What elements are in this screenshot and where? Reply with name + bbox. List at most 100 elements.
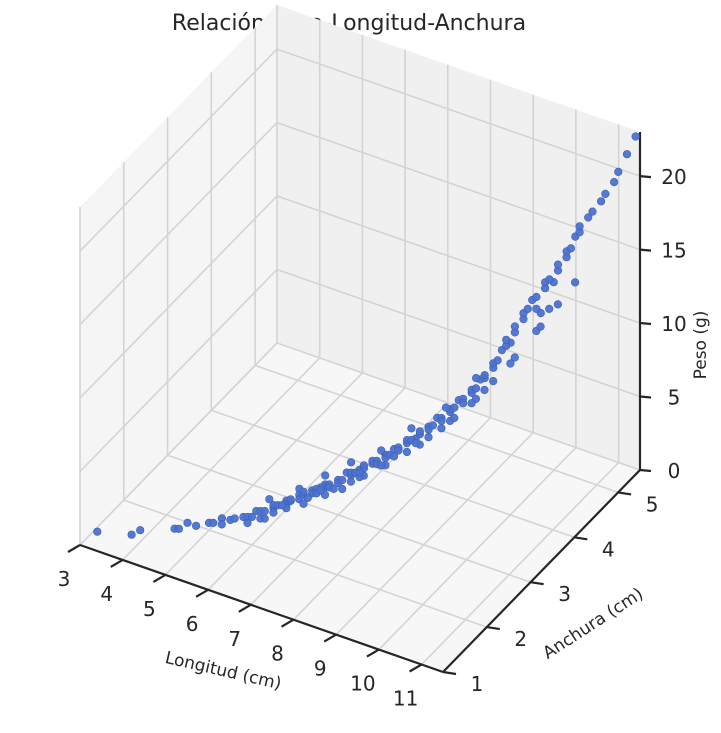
data-point bbox=[510, 353, 519, 362]
x-tick-label: 6 bbox=[186, 612, 199, 636]
y-tick-mark bbox=[442, 670, 457, 676]
data-point bbox=[471, 384, 481, 393]
data-point bbox=[601, 189, 610, 198]
grid-line-x-floor bbox=[122, 357, 321, 561]
data-point bbox=[338, 484, 347, 494]
data-point bbox=[609, 178, 619, 187]
grid-line-x-floor bbox=[378, 447, 577, 651]
data-point bbox=[471, 394, 481, 403]
data-point bbox=[441, 403, 451, 412]
data-point bbox=[536, 322, 545, 331]
axis-lines bbox=[67, 132, 652, 676]
back-pane bbox=[277, 5, 640, 470]
grid-line-z-left bbox=[79, 48, 278, 252]
grid-line-z-left bbox=[79, 342, 278, 546]
data-point bbox=[230, 514, 239, 523]
data-point bbox=[506, 359, 515, 368]
grid-line-y-floor bbox=[167, 454, 531, 583]
y-tick-label: 1 bbox=[471, 672, 484, 696]
data-point bbox=[209, 518, 218, 528]
data-point bbox=[450, 413, 459, 423]
data-point bbox=[532, 304, 541, 313]
data-point bbox=[136, 526, 145, 535]
y-tick-label: 5 bbox=[646, 492, 659, 516]
data-point bbox=[553, 300, 563, 309]
data-point bbox=[183, 518, 192, 527]
y-tick-mark bbox=[486, 626, 500, 631]
x-axis-line bbox=[79, 543, 444, 674]
data-point bbox=[450, 403, 459, 412]
x-tick-label: 7 bbox=[228, 627, 241, 651]
data-point bbox=[424, 433, 433, 442]
data-point bbox=[614, 167, 623, 176]
grid-line-z-back bbox=[276, 342, 641, 471]
data-point bbox=[493, 356, 502, 365]
data-point bbox=[566, 244, 576, 253]
data-point bbox=[489, 377, 498, 386]
data-point bbox=[260, 507, 269, 516]
data-point bbox=[584, 213, 593, 222]
grid-line-y-floor bbox=[254, 364, 619, 494]
z-tick-mark bbox=[639, 175, 652, 179]
data-point bbox=[329, 484, 338, 494]
data-point bbox=[588, 207, 597, 216]
data-point bbox=[93, 527, 102, 536]
z-tick-label: 0 bbox=[668, 459, 681, 483]
z-tick-label: 5 bbox=[668, 386, 681, 410]
grid-line-z-left bbox=[79, 122, 278, 326]
data-point bbox=[394, 446, 403, 455]
z-axis-label: Peso (g) bbox=[691, 311, 711, 380]
data-point bbox=[532, 292, 541, 302]
x-tick-mark bbox=[238, 603, 252, 613]
data-point bbox=[269, 508, 278, 517]
data-point bbox=[260, 514, 269, 523]
data-point bbox=[338, 476, 347, 485]
x-tick-label: 11 bbox=[393, 687, 418, 711]
data-point bbox=[622, 150, 632, 159]
z-tick-label: 20 bbox=[661, 165, 686, 189]
z-tick-mark bbox=[639, 395, 652, 399]
data-point bbox=[299, 487, 308, 497]
z-tick-label: 15 bbox=[661, 239, 686, 263]
grid-line-z-back bbox=[276, 195, 641, 324]
data-point bbox=[192, 521, 201, 530]
data-point bbox=[407, 424, 416, 433]
x-tick-mark bbox=[323, 633, 337, 643]
grid-line-z-left bbox=[79, 268, 278, 473]
data-point bbox=[480, 371, 489, 380]
data-point bbox=[174, 524, 183, 533]
data-point bbox=[596, 197, 606, 206]
data-point bbox=[480, 385, 489, 395]
x-tick-label: 5 bbox=[143, 597, 156, 621]
data-point bbox=[523, 304, 532, 314]
data-point bbox=[377, 461, 386, 470]
data-point bbox=[545, 275, 554, 284]
data-point bbox=[437, 424, 446, 433]
x-tick-label: 9 bbox=[314, 657, 327, 681]
data-point bbox=[347, 458, 356, 467]
x-tick-mark bbox=[152, 573, 166, 583]
floor-pane bbox=[80, 343, 640, 672]
grid-line-z-back bbox=[276, 48, 641, 177]
grid-line-x-floor bbox=[335, 432, 534, 636]
grid-line-x-floor bbox=[421, 461, 620, 666]
grid-line-z-back bbox=[276, 268, 641, 398]
y-axis-line bbox=[442, 469, 641, 673]
data-point bbox=[502, 335, 511, 344]
y-tick-mark bbox=[617, 491, 632, 496]
z-tick-mark bbox=[639, 321, 652, 326]
left-pane bbox=[80, 5, 277, 545]
data-point bbox=[321, 471, 330, 480]
grid-line-y-floor bbox=[211, 409, 575, 539]
x-tick-label: 4 bbox=[100, 582, 113, 606]
axis-panes bbox=[80, 5, 640, 672]
grid-line-x-floor bbox=[164, 372, 363, 576]
data-point bbox=[472, 374, 481, 383]
data-point bbox=[355, 468, 364, 477]
z-tick-label: 10 bbox=[661, 312, 686, 336]
y-axis-label: Anchura (cm) bbox=[539, 584, 647, 664]
x-tick-mark bbox=[409, 663, 423, 673]
data-point bbox=[553, 260, 563, 269]
